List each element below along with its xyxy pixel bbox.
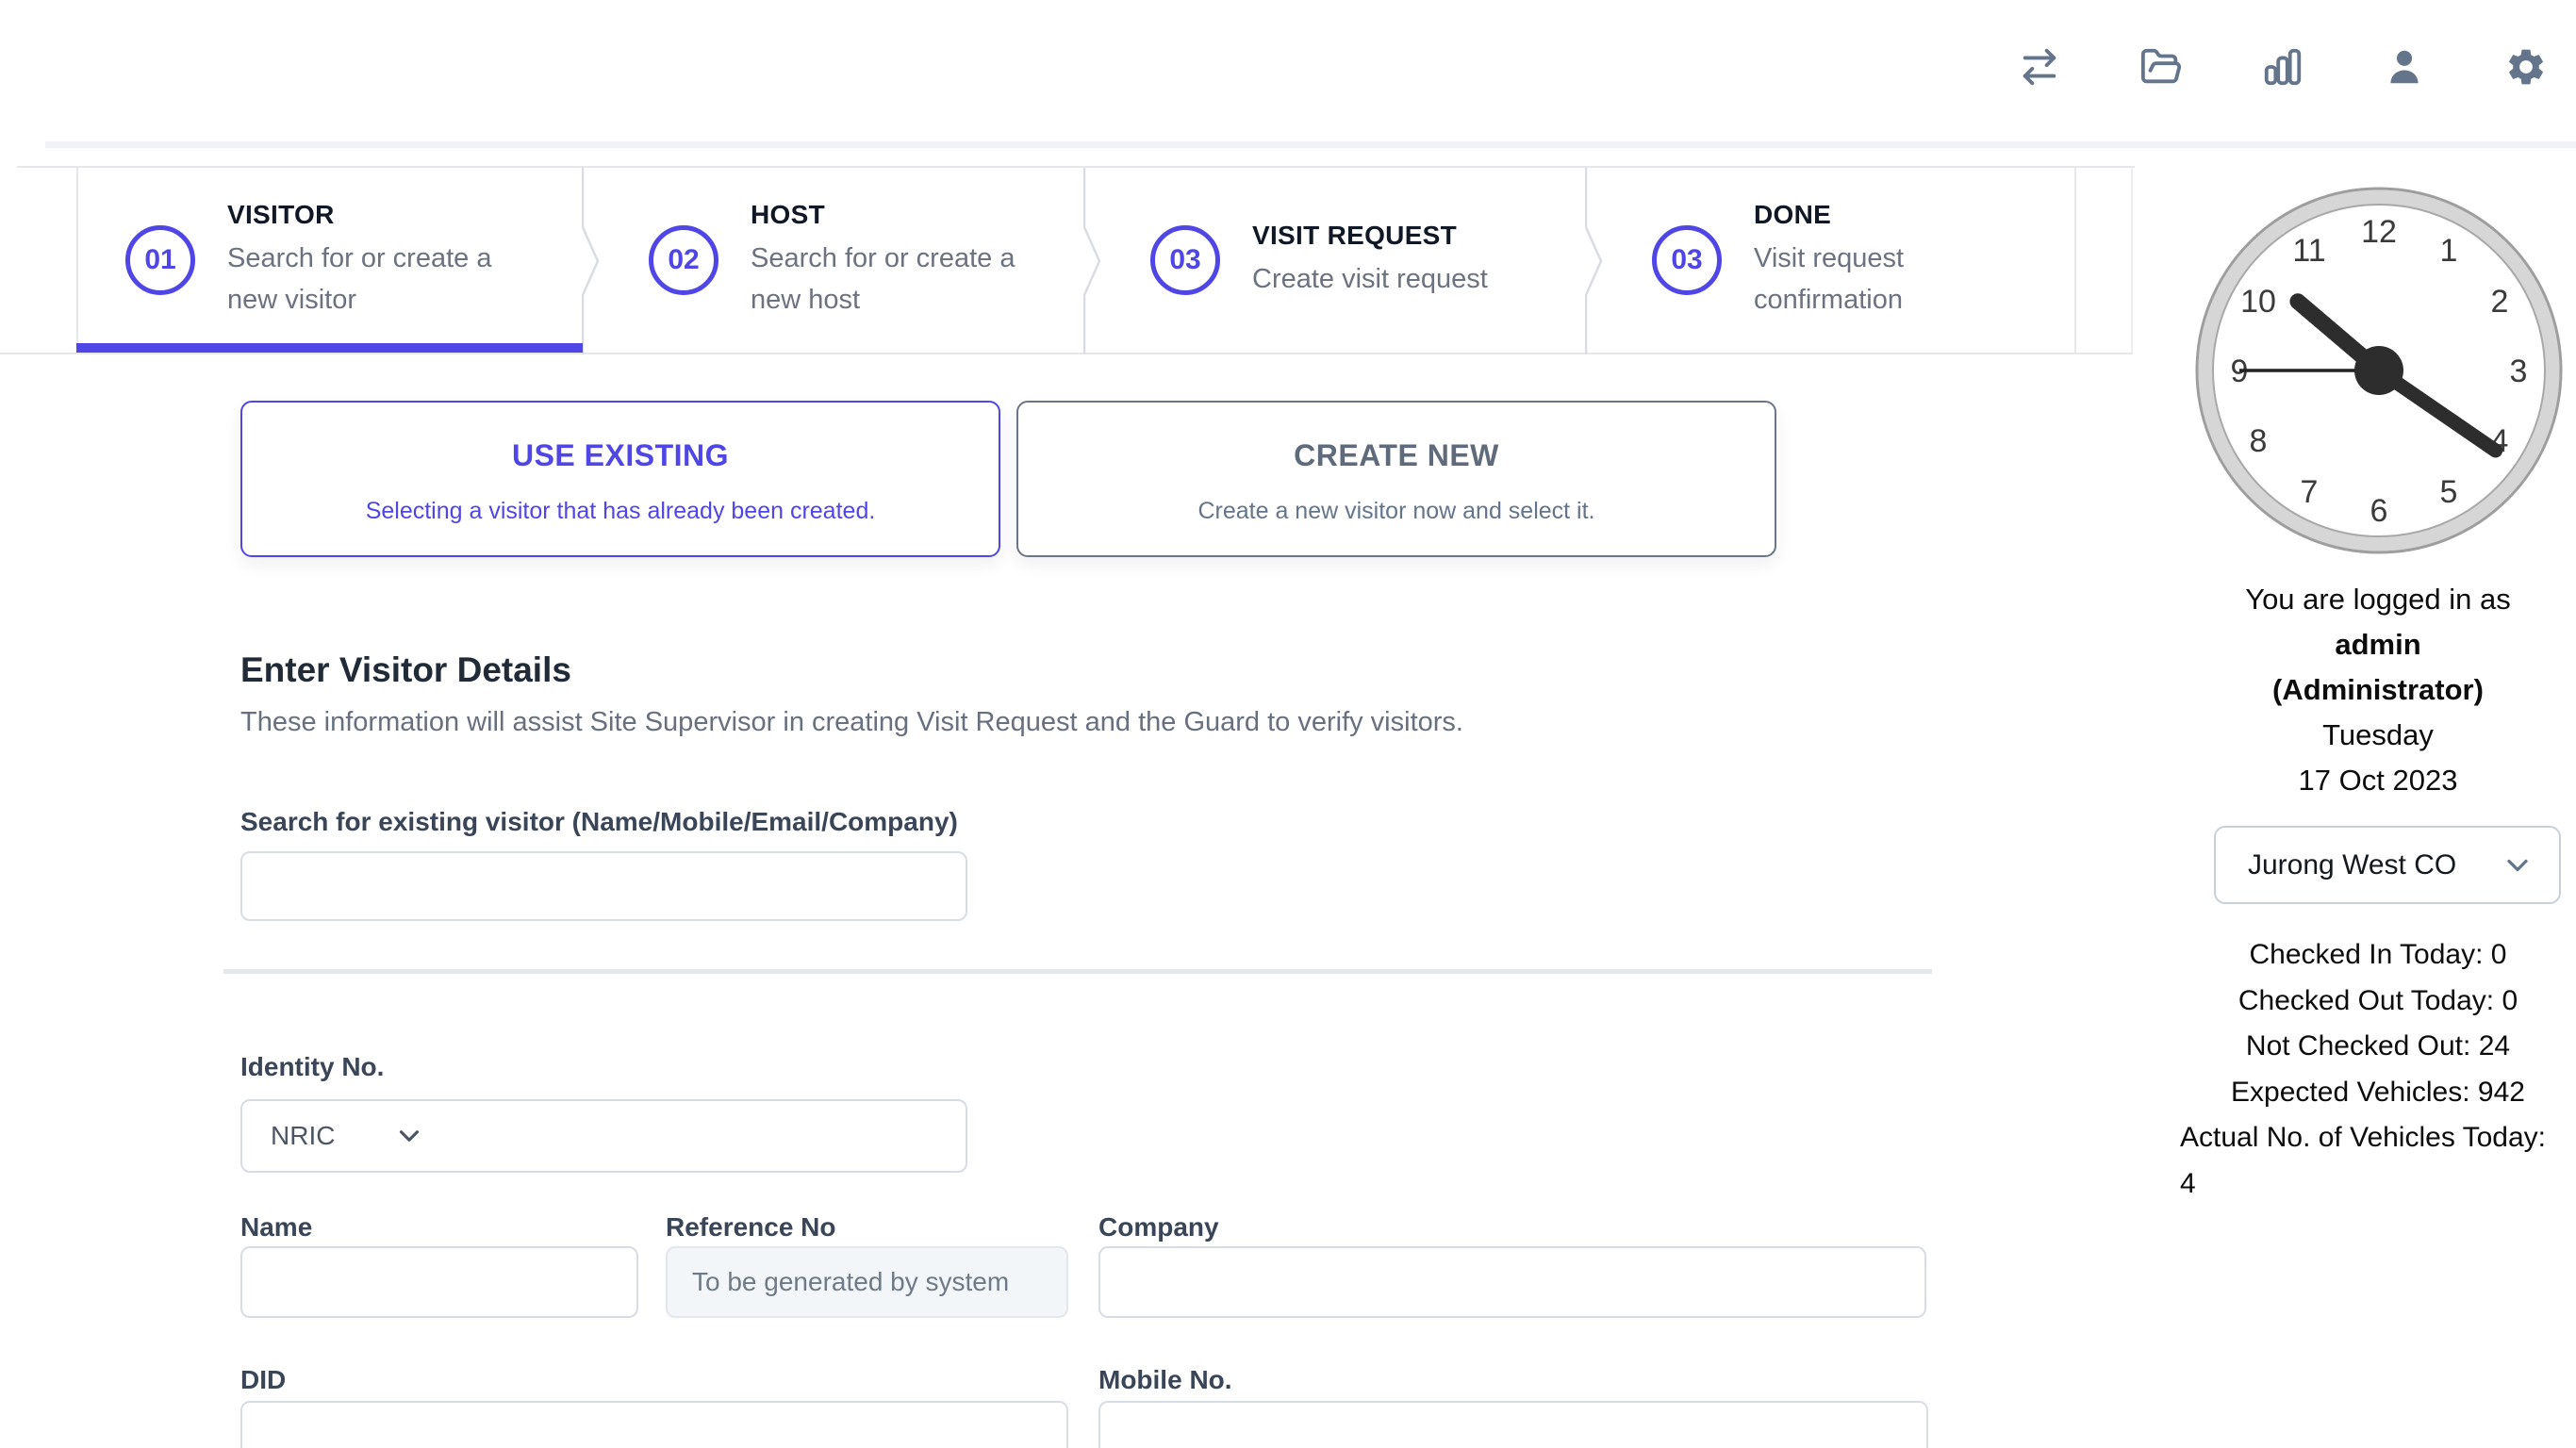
- clock-number: 1: [2440, 233, 2458, 269]
- step-title: VISIT REQUEST: [1252, 220, 1458, 250]
- clock-number: 5: [2440, 474, 2458, 510]
- site-selector-dropdown[interactable]: Jurong West CO: [2214, 826, 2561, 904]
- stepper-top-border: [17, 166, 2135, 168]
- use-existing-subtitle: Selecting a visitor that has already bee…: [365, 498, 876, 524]
- header-divider-strip: [45, 141, 2576, 148]
- user-icon[interactable]: [2383, 45, 2426, 89]
- chevron-down-icon: [2507, 859, 2528, 871]
- active-step-indicator: [76, 343, 583, 353]
- step-title: HOST: [751, 200, 825, 229]
- identity-type-select[interactable]: NRIC: [242, 1120, 497, 1152]
- toolbar: [2018, 45, 2548, 89]
- step-subtitle: Visit request confirmation: [1754, 243, 1905, 315]
- step-number-badge: 02: [649, 225, 718, 295]
- stat-actual-vehicles: Actual No. of Vehicles Today: 4: [2180, 1122, 2547, 1199]
- section-divider: [223, 969, 1932, 974]
- login-info: You are logged in as admin (Administrato…: [2161, 577, 2576, 803]
- stat-checked-out: Checked Out Today: 0: [2237, 984, 2518, 1016]
- clock-number: 2: [2491, 284, 2509, 320]
- bar-chart-icon[interactable]: [2261, 45, 2304, 89]
- login-username: admin: [2335, 628, 2421, 661]
- company-label: Company: [1098, 1212, 1219, 1242]
- stepper-step-host[interactable]: 02 HOST Search for or create a new host: [583, 168, 1084, 353]
- clock-number: 12: [2361, 214, 2397, 250]
- step-separator-chevron-icon: [1585, 168, 1603, 354]
- mobile-no-input[interactable]: [1098, 1401, 1928, 1448]
- create-new-title: CREATE NEW: [1294, 438, 1499, 472]
- company-input[interactable]: [1098, 1246, 1926, 1318]
- name-label: Name: [240, 1212, 313, 1242]
- clock-number: 8: [2250, 423, 2268, 459]
- step-number-badge: 03: [1652, 225, 1722, 295]
- step-title: VISITOR: [227, 200, 335, 229]
- reference-no-label: Reference No: [666, 1212, 836, 1242]
- clock-number: 11: [2292, 233, 2325, 269]
- did-label: DID: [240, 1365, 287, 1394]
- folder-icon[interactable]: [2139, 45, 2183, 89]
- identity-type-value: NRIC: [271, 1121, 336, 1150]
- step-subtitle: Search for or create a new visitor: [227, 243, 492, 315]
- transfer-icon[interactable]: [2018, 45, 2061, 89]
- chevron-down-icon: [400, 1130, 420, 1142]
- search-visitor-input[interactable]: [240, 851, 967, 921]
- stepper-step-visitor[interactable]: 01 VISITOR Search for or create a new vi…: [76, 168, 583, 353]
- stepper-divider: [76, 168, 78, 353]
- search-visitor-label: Search for existing visitor (Name/Mobile…: [240, 807, 958, 836]
- clock-number: 3: [2510, 354, 2528, 389]
- reference-no-input: [666, 1246, 1068, 1318]
- step-separator-chevron-icon: [1083, 168, 1101, 354]
- site-selector-value: Jurong West CO: [2248, 848, 2457, 880]
- analog-clock: 12 1 2 3 4 5 6 7 8 9 10 11: [2186, 177, 2572, 564]
- clock-number: 6: [2370, 493, 2388, 529]
- page-title: Enter Visitor Details: [240, 650, 571, 689]
- login-role: (Administrator): [2272, 673, 2484, 706]
- create-new-card[interactable]: CREATE NEW Create a new visitor now and …: [1016, 401, 1776, 557]
- name-input[interactable]: [240, 1246, 638, 1318]
- identity-no-label: Identity No.: [240, 1052, 385, 1081]
- create-new-subtitle: Create a new visitor now and select it.: [1197, 498, 1595, 524]
- step-number-badge: 03: [1150, 225, 1220, 295]
- step-subtitle: Search for or create a new host: [751, 243, 1016, 315]
- stat-not-checked-out: Not Checked Out: 24: [2245, 1030, 2511, 1061]
- daily-stats: Checked In Today: 0 Checked Out Today: 0…: [2180, 932, 2576, 1207]
- clock-number: 7: [2301, 474, 2319, 510]
- stat-expected-vehicles: Expected Vehicles: 942: [2231, 1076, 2525, 1108]
- step-subtitle: Create visit request: [1252, 263, 1488, 294]
- clock-number: 10: [2240, 284, 2276, 320]
- stepper-step-visit-request[interactable]: 03 VISIT REQUEST Create visit request: [1084, 168, 1586, 353]
- use-existing-title: USE EXISTING: [511, 438, 730, 472]
- page-subtitle: These information will assist Site Super…: [240, 707, 1463, 737]
- did-input[interactable]: [240, 1401, 1068, 1448]
- login-date: 17 Oct 2023: [2298, 764, 2458, 797]
- stepper-step-done[interactable]: 03 DONE Visit request confirmation: [1586, 168, 2074, 353]
- use-existing-card[interactable]: USE EXISTING Selecting a visitor that ha…: [240, 401, 1000, 557]
- login-weekday: Tuesday: [2322, 718, 2434, 751]
- stat-checked-in: Checked In Today: 0: [2249, 939, 2507, 970]
- step-number-badge: 01: [125, 225, 195, 295]
- settings-icon[interactable]: [2504, 45, 2548, 89]
- step-title: DONE: [1754, 200, 1832, 229]
- stepper-divider: [2074, 168, 2076, 353]
- wizard-stepper: 01 VISITOR Search for or create a new vi…: [0, 168, 2133, 354]
- login-line: You are logged in as: [2245, 583, 2511, 616]
- mobile-no-label: Mobile No.: [1098, 1365, 1232, 1394]
- step-separator-chevron-icon: [582, 168, 600, 354]
- identity-no-field[interactable]: NRIC: [240, 1099, 967, 1173]
- clock-center: [2354, 346, 2403, 395]
